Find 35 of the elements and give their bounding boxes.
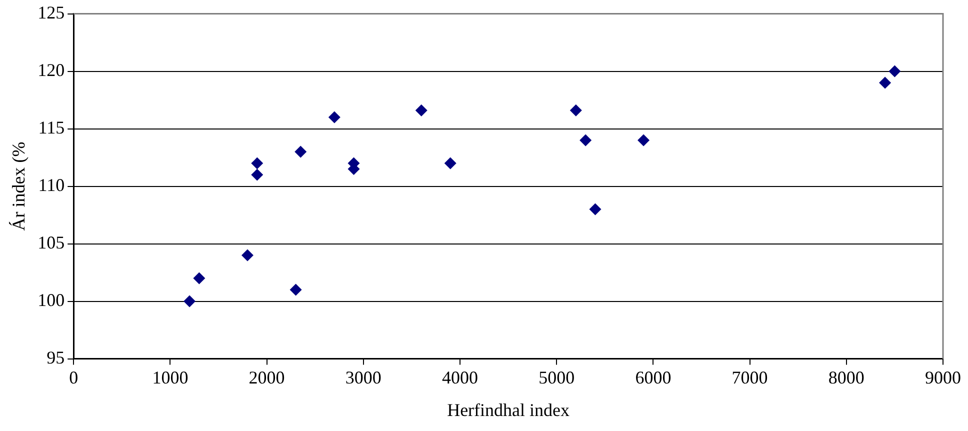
x-tick-label: 5000: [538, 367, 575, 388]
point: [294, 146, 307, 158]
point: [328, 111, 340, 124]
x-axis-title: Herfindhal index: [447, 400, 570, 420]
y-tick-label: 125: [38, 2, 65, 23]
point: [638, 134, 650, 146]
y-tick-label: 110: [38, 175, 65, 196]
x-tick-label: 2000: [248, 367, 285, 388]
x-tick-label: 8000: [828, 367, 864, 388]
y-axis-title: Ár index (%: [8, 142, 29, 231]
point: [589, 203, 602, 216]
x-tick-label: 4000: [442, 367, 478, 388]
x-tick-label: 1000: [152, 367, 188, 388]
point: [184, 295, 196, 308]
y-tick-label: 95: [46, 348, 65, 368]
point: [888, 65, 901, 78]
y-tick-label: 120: [38, 60, 65, 80]
point: [879, 76, 892, 89]
x-tick-label: 7000: [732, 367, 768, 388]
point: [580, 134, 592, 146]
point: [290, 284, 302, 296]
y-tick-label: 100: [38, 290, 65, 310]
point: [251, 157, 264, 170]
point: [241, 249, 254, 262]
x-tick-label: 6000: [635, 367, 672, 388]
point: [193, 272, 206, 284]
point: [415, 104, 428, 116]
point: [570, 104, 582, 116]
point: [251, 168, 264, 181]
point: [444, 157, 456, 170]
y-tick-label: 115: [38, 118, 65, 138]
x-tick-label: 9000: [925, 367, 961, 388]
x-tick-label: 0: [69, 367, 78, 388]
y-tick-label: 105: [38, 232, 65, 253]
x-tick-label: 3000: [345, 367, 382, 388]
